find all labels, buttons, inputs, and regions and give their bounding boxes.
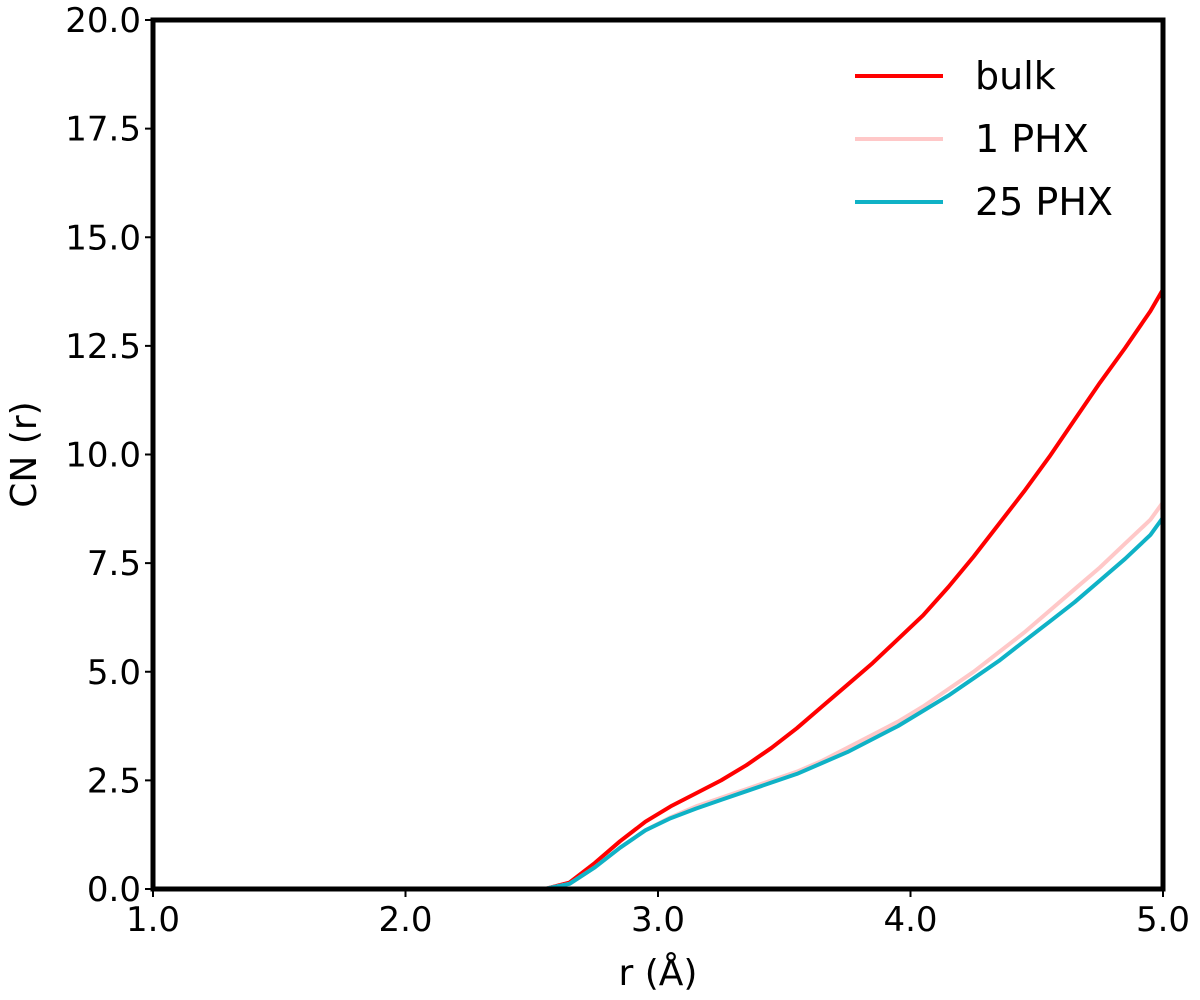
- legend-label: 25 PHX: [975, 180, 1113, 224]
- y-tick-label: 20.0: [65, 1, 141, 41]
- legend-label: 1 PHX: [975, 117, 1089, 161]
- y-tick-label: 15.0: [65, 218, 141, 258]
- y-tick-label: 2.5: [87, 761, 141, 801]
- y-tick-label: 0.0: [87, 870, 141, 910]
- y-axis: 0.0 2.5 5.0 7.5 10.0 12.5 15.0 17.5 20.0: [65, 1, 153, 910]
- y-axis-title: CN (r): [4, 401, 45, 507]
- x-axis-title: r (Å): [619, 951, 698, 994]
- x-tick-label: 2.0: [378, 900, 432, 940]
- y-tick-label: 17.5: [65, 110, 141, 150]
- x-tick-label: 5.0: [1136, 900, 1190, 940]
- legend-label: bulk: [975, 54, 1056, 98]
- series-line-1-phx: [151, 500, 1165, 891]
- y-tick-label: 5.0: [87, 653, 141, 693]
- x-tick-label: 1.0: [126, 900, 180, 940]
- series-line-bulk: [151, 287, 1165, 891]
- y-tick-label: 10.0: [65, 436, 141, 476]
- legend: bulk 1 PHX 25 PHX: [855, 54, 1113, 224]
- y-tick-label: 12.5: [65, 327, 141, 367]
- x-tick-label: 3.0: [631, 900, 685, 940]
- series-layer: [151, 287, 1165, 891]
- series-line-25-phx: [151, 515, 1165, 891]
- y-tick-label: 7.5: [87, 544, 141, 584]
- x-axis: 1.0 2.0 3.0 4.0 5.0: [126, 889, 1190, 940]
- x-tick-label: 4.0: [883, 900, 937, 940]
